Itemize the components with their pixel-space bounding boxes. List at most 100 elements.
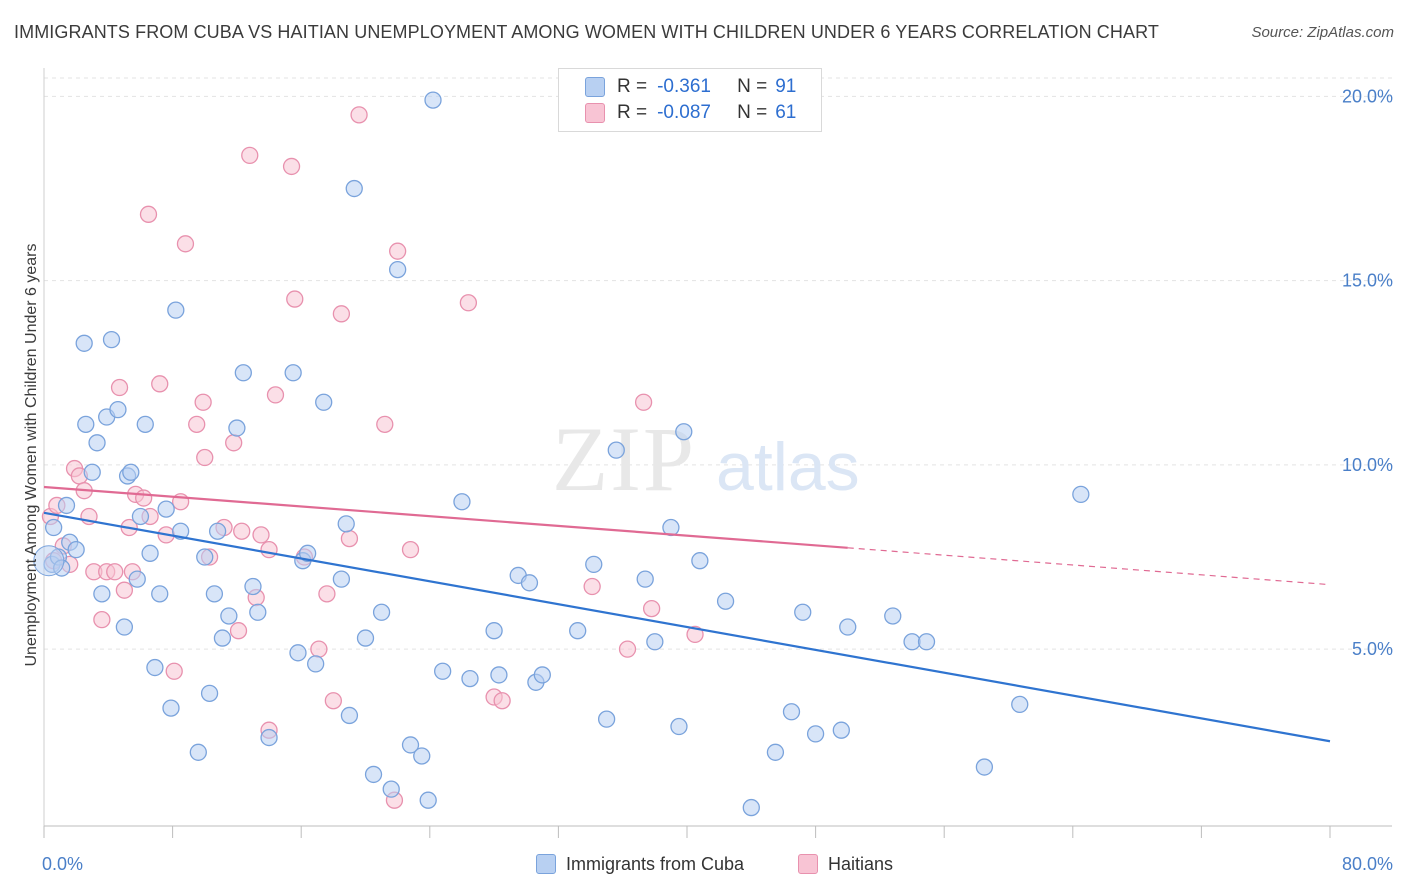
cuba-point: [122, 463, 140, 481]
cuba-point: [289, 644, 307, 662]
cuba-point: [453, 493, 471, 511]
legend-r-value-cuba: -0.361: [657, 76, 711, 97]
cuba-point: [189, 743, 207, 761]
legend-row-haiti: R = -0.087 N = 61: [585, 100, 796, 126]
haiti-point: [583, 577, 601, 596]
source-label: Source: ZipAtlas.com: [1251, 24, 1394, 41]
cuba-point: [213, 629, 232, 647]
y-tick-label: 10.0%: [1342, 455, 1393, 475]
haiti-point: [165, 662, 183, 680]
haiti-point: [260, 540, 278, 559]
legend-n-value-cuba: 91: [775, 76, 797, 97]
cuba-point: [382, 780, 400, 798]
haiti-point: [176, 235, 195, 253]
cuba-point: [388, 260, 407, 279]
haiti-point: [324, 692, 343, 710]
cuba-point: [597, 710, 616, 728]
cuba-point: [67, 540, 85, 559]
haiti-point: [459, 294, 478, 312]
haiti-point: [93, 611, 111, 629]
cuba-point: [1011, 695, 1029, 714]
haiti-point: [401, 540, 420, 559]
cuba-point: [533, 666, 551, 684]
cuba-point: [424, 91, 442, 109]
legend: R = -0.361 N = 91 R = -0.087 N = 61: [558, 68, 822, 132]
cuba-point: [244, 577, 262, 596]
cuba-point: [485, 622, 503, 640]
cuba-point: [109, 400, 127, 419]
cuba-point: [205, 585, 224, 603]
cuba-point: [83, 463, 101, 481]
cuba-point: [200, 684, 219, 702]
y-tick-label: 5.0%: [1352, 639, 1393, 659]
haiti-point: [376, 415, 394, 434]
legend-swatch-cuba: [585, 77, 605, 97]
cuba-point: [332, 570, 351, 588]
cuba-point: [419, 791, 437, 809]
cuba-point: [607, 441, 625, 459]
legend-r-value-haiti: -0.087: [657, 102, 711, 123]
bottom-legend-label-cuba: Immigrants from Cuba: [566, 853, 745, 874]
cuba-point: [372, 603, 391, 621]
cuba-point: [670, 717, 688, 736]
legend-swatch-haiti: [585, 103, 605, 123]
cuba-point: [742, 798, 760, 817]
cuba-point: [884, 607, 902, 625]
cuba-point: [413, 747, 431, 765]
cuba-point: [636, 570, 654, 588]
grid-lines: [44, 77, 1392, 650]
legend-r-label-haiti: R =: [617, 102, 648, 123]
cuba-point: [44, 518, 63, 537]
haiti-point: [642, 599, 661, 618]
haiti-point: [135, 489, 153, 507]
haiti-trend-line-extension: [847, 547, 1331, 586]
cuba-point: [284, 364, 302, 382]
haiti-point: [139, 205, 158, 223]
haiti-point: [266, 386, 285, 404]
y-tick-label: 15.0%: [1342, 271, 1393, 291]
cuba-point: [337, 515, 355, 533]
cuba-point: [157, 500, 175, 518]
cuba-point: [794, 603, 812, 621]
bottom-legend-cuba: Immigrants from Cuba: [536, 851, 744, 877]
haiti-point: [225, 434, 243, 452]
bottom-legend-label-haiti: Haitians: [828, 853, 894, 874]
cuba-point: [162, 699, 180, 717]
cuba-point: [461, 669, 479, 688]
cuba-point: [839, 618, 857, 636]
haiti-point: [282, 157, 301, 176]
cuba-point: [646, 633, 664, 651]
bottom-legend-swatch-cuba: [536, 854, 556, 874]
x-tick-label: 80.0%: [1342, 854, 1393, 874]
cuba-point: [691, 552, 709, 570]
haiti-point: [151, 375, 169, 393]
legend-n-label-haiti: N =: [737, 102, 768, 123]
haiti-point: [340, 529, 359, 548]
haiti-point: [618, 640, 637, 658]
legend-row-cuba: R = -0.361 N = 91: [585, 74, 796, 100]
cuba-point: [585, 555, 603, 574]
x-tick-label: 0.0%: [42, 854, 83, 874]
haiti-point: [286, 290, 304, 308]
cuba-point: [903, 633, 921, 651]
haiti-point: [106, 563, 124, 581]
bottom-legend-haiti: Haitians: [798, 851, 893, 877]
cuba-point: [228, 419, 246, 437]
cuba-point: [340, 706, 359, 725]
haiti-point: [229, 622, 248, 640]
haiti-point: [350, 106, 368, 124]
cuba-point: [196, 548, 214, 566]
cuba-point: [131, 507, 150, 526]
legend-n-value-haiti: 61: [775, 102, 797, 123]
cuba-point: [975, 758, 994, 776]
cuba-point: [1072, 485, 1090, 504]
cuba-point: [151, 585, 169, 603]
cuba-point: [141, 544, 159, 562]
cuba-point: [345, 179, 363, 198]
cuba-point: [806, 725, 825, 743]
cuba-point: [434, 662, 452, 680]
x-ticks: 0.0% 80.0%: [42, 854, 1393, 874]
cuba-point: [249, 603, 267, 621]
haiti-point: [310, 640, 328, 658]
cuba-point: [662, 518, 680, 537]
